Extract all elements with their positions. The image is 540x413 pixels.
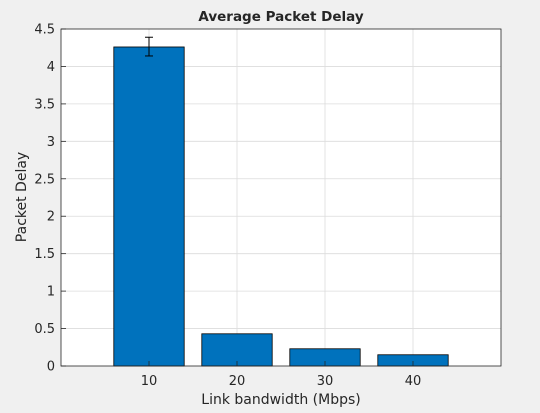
chart-title: Average Packet Delay bbox=[198, 9, 363, 25]
x-axis-label: Link bandwidth (Mbps) bbox=[201, 392, 360, 408]
y-tick-label: 2.5 bbox=[34, 172, 55, 187]
bar-10 bbox=[113, 46, 185, 367]
plot-frame bbox=[60, 28, 502, 367]
y-tick-label: 2 bbox=[47, 210, 55, 225]
x-tick-label: 20 bbox=[229, 374, 246, 389]
x-tick-label: 10 bbox=[141, 374, 158, 389]
y-tick-label: 1.5 bbox=[34, 247, 55, 262]
x-tick-label: 30 bbox=[317, 374, 334, 389]
y-tick-label: 4.5 bbox=[34, 23, 55, 38]
x-tick-label: 40 bbox=[405, 374, 422, 389]
y-tick-label: 3 bbox=[47, 135, 55, 150]
y-tick-label: 4 bbox=[47, 60, 55, 75]
bars bbox=[113, 46, 449, 367]
y-axis-label: Packet Delay bbox=[14, 152, 30, 242]
y-tick-label: 0.5 bbox=[34, 322, 55, 337]
y-ticks: 0 0.5 1 1.5 2 2.5 3 3.5 4 4.5 bbox=[34, 23, 66, 375]
error-bars bbox=[145, 36, 153, 57]
y-tick-label: 3.5 bbox=[34, 97, 55, 112]
bar-20 bbox=[201, 333, 273, 367]
y-tick-label: 1 bbox=[47, 285, 55, 300]
x-ticks: 10 20 30 40 bbox=[141, 361, 422, 389]
y-tick-label: 0 bbox=[47, 360, 55, 375]
